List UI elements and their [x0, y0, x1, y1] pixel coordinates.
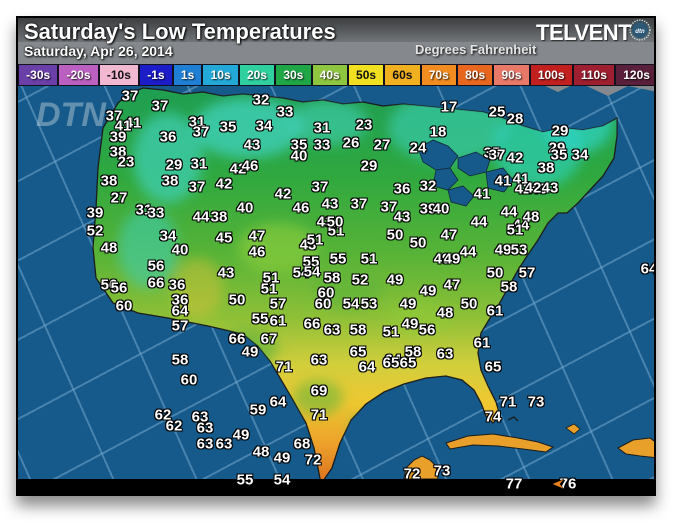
svg-text:dtn: dtn [635, 29, 645, 35]
